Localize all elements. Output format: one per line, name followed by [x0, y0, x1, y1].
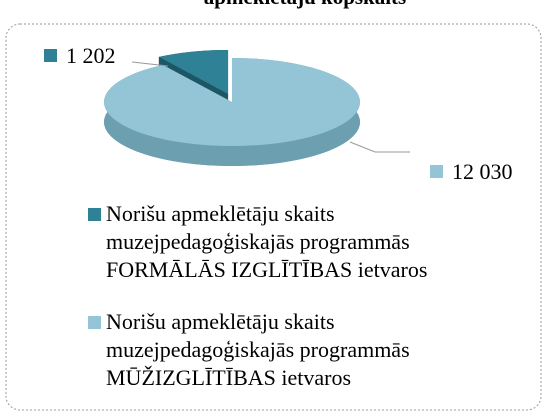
leader-line — [131, 61, 169, 67]
slice — [158, 49, 229, 94]
data-label: 1 202 — [66, 43, 116, 68]
chart-border — [5, 23, 542, 411]
leader-line — [349, 141, 410, 153]
legend-entry: Norišu apmeklētāju skaits muzejpedagoģis… — [106, 309, 410, 390]
slice — [104, 58, 361, 147]
legend-swatch — [88, 208, 101, 221]
data-label: 12 030 — [452, 159, 513, 184]
label-swatch — [44, 49, 57, 62]
legend-entry: Norišu apmeklētāju skaits muzejpedagoģis… — [106, 201, 428, 282]
label-swatch — [430, 165, 443, 178]
pie — [104, 49, 361, 167]
chart-title: apmeklētāju kopskaits — [204, 0, 406, 9]
legend-swatch — [88, 316, 101, 329]
